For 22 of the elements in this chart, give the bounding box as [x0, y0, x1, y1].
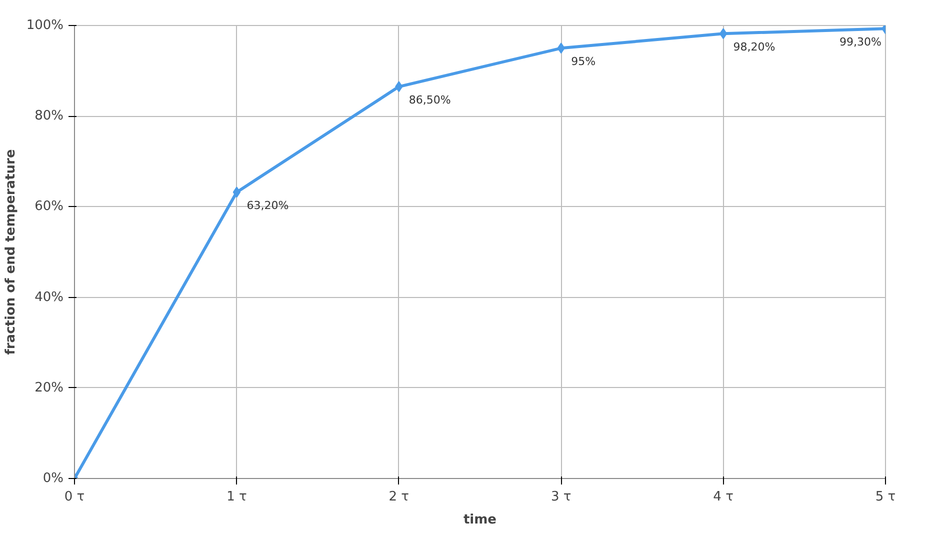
x-axis-title: time — [463, 512, 497, 528]
y-axis-title: fraction of end temperature — [3, 149, 18, 355]
x-tick-label: 5 τ — [875, 490, 896, 504]
x-tick-label: 1 τ — [226, 490, 247, 504]
x-tick-label: 3 τ — [550, 490, 572, 504]
y-tick-label: 20% — [34, 380, 64, 396]
y-tick-label: 80% — [34, 108, 64, 124]
point — [232, 186, 241, 198]
line-series — [74, 26, 886, 478]
y-tick-label: 60% — [34, 199, 64, 214]
data-label: 86,50% — [408, 94, 451, 107]
data-label: 95% — [571, 55, 596, 68]
point — [719, 28, 728, 40]
data-label: 63,20% — [246, 199, 289, 212]
data-label: 99,30% — [840, 36, 882, 49]
data-label: 98,20% — [733, 40, 776, 54]
x-tick-label: 0 τ — [64, 490, 85, 504]
y-tick-label: 0% — [42, 471, 64, 486]
y-tick-label: 100% — [26, 18, 64, 33]
x-tick-label: 2 τ — [388, 490, 410, 504]
y-tick-label: 40% — [34, 290, 64, 305]
x-tick-label: 4 τ — [713, 490, 734, 504]
